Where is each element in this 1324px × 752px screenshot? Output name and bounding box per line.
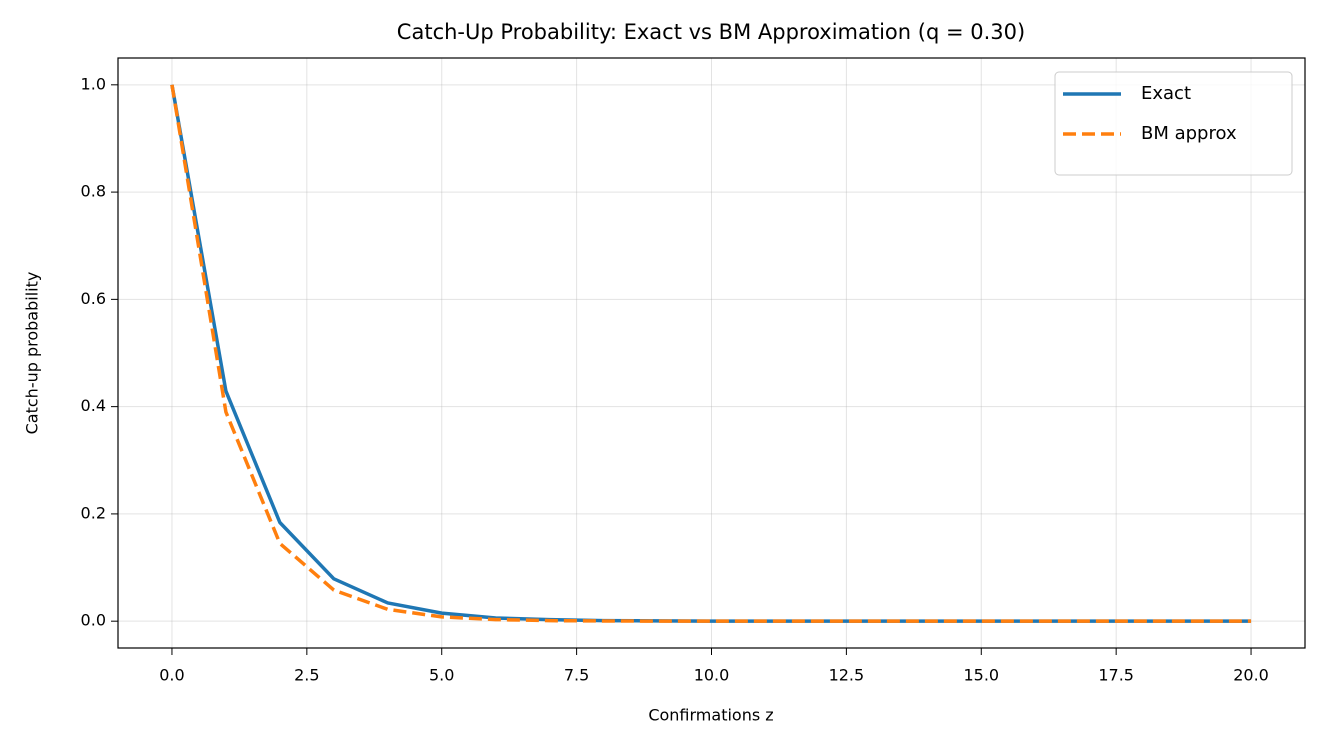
x-tick-label: 2.5 bbox=[294, 666, 319, 685]
plot-frame bbox=[117, 57, 1306, 649]
x-tick-label: 17.5 bbox=[1098, 666, 1134, 685]
x-tick-label: 7.5 bbox=[564, 666, 589, 685]
x-tick-label: 20.0 bbox=[1233, 666, 1269, 685]
legend-box bbox=[1054, 71, 1293, 176]
y-tick-label: 0.0 bbox=[81, 611, 106, 630]
legend: Exact BM approx bbox=[1054, 71, 1293, 176]
y-tick-label: 0.2 bbox=[81, 503, 106, 522]
y-tick-label: 0.8 bbox=[81, 182, 106, 201]
x-tick-label: 0.0 bbox=[159, 666, 184, 685]
legend-label: BM approx bbox=[1141, 123, 1237, 144]
x-tick-label: 15.0 bbox=[963, 666, 999, 685]
x-tick-label: 12.5 bbox=[829, 666, 865, 685]
y-tick-label: 0.4 bbox=[81, 396, 106, 415]
legend-label: Exact bbox=[1141, 83, 1191, 104]
series-line bbox=[170, 84, 1252, 623]
y-axis-label: Catch-up probability bbox=[23, 272, 42, 435]
x-axis-label: Confirmations z bbox=[648, 706, 773, 725]
y-tick-label: 1.0 bbox=[81, 74, 106, 93]
chart-title: Catch-Up Probability: Exact vs BM Approx… bbox=[397, 20, 1025, 44]
x-tick-label: 5.0 bbox=[429, 666, 454, 685]
y-tick-label: 0.6 bbox=[81, 289, 106, 308]
x-tick-label: 10.0 bbox=[694, 666, 730, 685]
